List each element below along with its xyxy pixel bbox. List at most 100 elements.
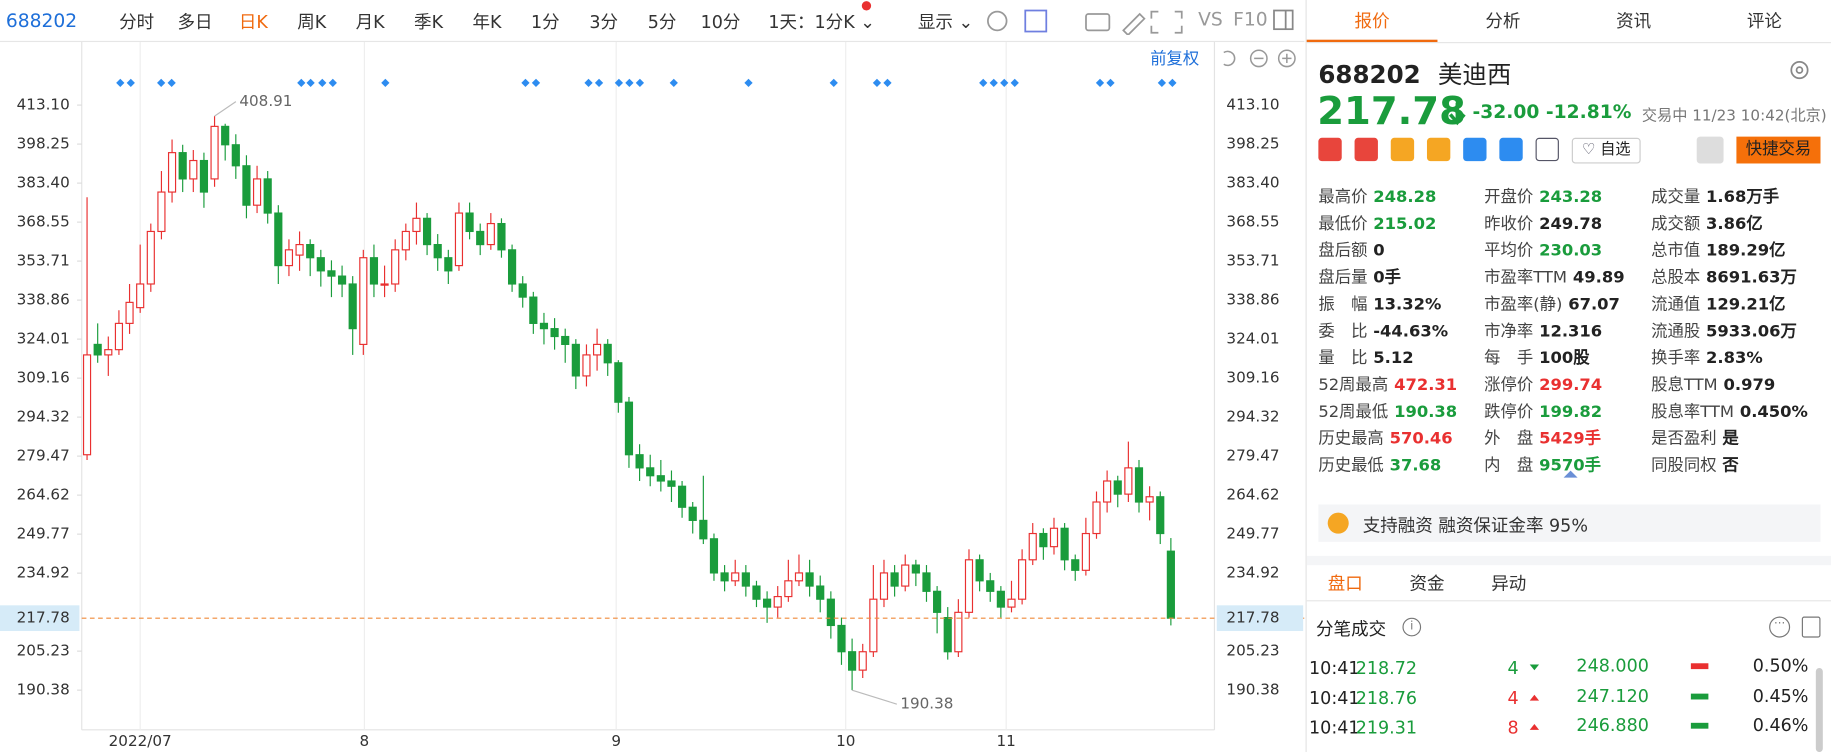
event-marker[interactable] [883, 78, 892, 88]
event-marker[interactable] [328, 78, 337, 88]
event-marker[interactable] [1106, 78, 1115, 88]
display-select[interactable]: 显示 ⌄ [917, 11, 974, 33]
settings-icon[interactable] [987, 10, 1008, 32]
code: 688202 [1318, 60, 1421, 89]
fullscreen-icon[interactable] [1150, 10, 1183, 34]
period-tab[interactable]: 1分 [530, 11, 560, 33]
x-tick-label: 8 [360, 732, 370, 750]
icon[interactable] [1426, 137, 1451, 162]
expand-icon[interactable] [1801, 616, 1821, 638]
vs-button[interactable]: VS [1198, 8, 1223, 31]
pen-icon[interactable] [1122, 12, 1146, 36]
candle-body [93, 343, 102, 356]
period-tab[interactable]: 月K [355, 11, 385, 33]
candle-body [720, 572, 729, 582]
event-marker[interactable] [1000, 78, 1009, 88]
scrollbar[interactable] [1815, 667, 1823, 752]
interval-select[interactable]: 1天：1分K ⌄ [768, 11, 875, 33]
zoom-in[interactable] [1277, 49, 1296, 68]
event-marker[interactable] [1095, 78, 1105, 88]
stat-label: 市净率 [1484, 322, 1534, 341]
camera-icon[interactable] [1085, 13, 1111, 32]
event-marker[interactable] [1168, 78, 1177, 88]
period-tab[interactable]: 日K [238, 11, 268, 33]
event-marker[interactable] [297, 78, 306, 88]
watch-button[interactable]: ♡ 自选 [1571, 137, 1641, 164]
period-tab[interactable]: 季K [414, 11, 444, 33]
candle-body [157, 191, 166, 233]
event-marker[interactable] [625, 78, 634, 88]
icon[interactable] [1463, 137, 1487, 162]
icon[interactable] [1354, 137, 1378, 162]
icon[interactable] [1390, 137, 1415, 162]
period-tab[interactable]: 年K [472, 11, 502, 33]
tab[interactable]: 报价 [1306, 0, 1438, 43]
event-marker[interactable] [829, 78, 838, 88]
event-marker[interactable] [614, 78, 624, 88]
settings-icon[interactable] [1788, 58, 1811, 81]
icon[interactable] [1318, 137, 1342, 162]
sub-tab[interactable]: 异动 [1491, 573, 1527, 595]
event-marker[interactable] [635, 78, 645, 88]
event-marker[interactable] [744, 78, 753, 88]
candle-body [816, 585, 825, 600]
event-marker[interactable] [584, 78, 593, 88]
event-marker[interactable] [669, 78, 678, 88]
event-marker[interactable] [989, 78, 998, 88]
panel-tabs: 报价 分析 资讯 评论 [1306, 0, 1831, 44]
sub-tab[interactable]: 资金 [1409, 573, 1445, 595]
collapse-arrow[interactable] [1563, 470, 1578, 478]
period-tab[interactable]: 分时 [119, 11, 155, 33]
stat: 跌停价 199.82 [1484, 399, 1602, 422]
tab[interactable]: 资讯 [1616, 10, 1652, 32]
sidebar-icon[interactable] [1273, 9, 1294, 31]
period-tab[interactable]: 周K [297, 11, 327, 33]
stat-label: 内 盘 [1484, 456, 1534, 476]
event-marker[interactable] [521, 78, 530, 88]
f10-button[interactable]: F10 [1233, 8, 1268, 31]
event-marker[interactable] [872, 78, 882, 88]
event-marker[interactable] [381, 78, 390, 88]
trade-button[interactable]: 快捷交易 [1736, 136, 1821, 164]
event-marker[interactable] [157, 78, 166, 88]
candle-body [1007, 598, 1016, 608]
icon[interactable] [1499, 137, 1523, 162]
event-marker[interactable] [1010, 78, 1019, 88]
more-icon[interactable]: ··· [1769, 616, 1791, 638]
reset-icon[interactable] [1223, 50, 1236, 67]
zoom-out[interactable] [1249, 49, 1268, 68]
box-icon[interactable] [1024, 9, 1048, 33]
tab[interactable]: 评论 [1746, 10, 1782, 32]
icon[interactable] [1535, 137, 1559, 162]
event-marker[interactable] [116, 78, 125, 88]
sub-tab[interactable]: 盘口 [1327, 573, 1363, 595]
period-tab[interactable]: 10分 [700, 11, 741, 33]
period-tab[interactable]: 3分 [589, 11, 619, 33]
event-marker[interactable] [979, 78, 988, 88]
event-marker[interactable] [531, 78, 541, 88]
info-icon[interactable]: i [1402, 617, 1422, 637]
period-tab[interactable]: 多日 [177, 11, 213, 33]
stat-value: 9570手 [1539, 456, 1601, 476]
event-marker[interactable] [318, 78, 327, 88]
candle-body [1145, 496, 1154, 503]
change-value: -32.00 [1472, 100, 1540, 123]
stat: 是否盈利是 [1651, 426, 1739, 449]
candle-body [465, 212, 474, 233]
tab[interactable]: 分析 [1485, 10, 1521, 32]
bell-button[interactable] [1696, 136, 1724, 164]
event-marker[interactable] [167, 78, 176, 88]
stat-label: 是否盈利 [1651, 429, 1717, 449]
event-marker[interactable] [306, 78, 315, 88]
candle-body [295, 244, 304, 256]
event-marker[interactable] [126, 78, 135, 88]
change: -32.00 -12.81% [1473, 100, 1632, 122]
price-tag: 217.78 [17, 609, 70, 627]
stat-value: 0.450% [1739, 402, 1808, 422]
event-marker[interactable] [1157, 78, 1167, 88]
stat-value: 215.02 [1373, 214, 1437, 234]
event-marker[interactable] [594, 78, 604, 88]
period-tab[interactable]: 5分 [647, 11, 677, 33]
adjust-mode[interactable]: 前复权 [1150, 49, 1199, 68]
stock-code[interactable]: 688202 [5, 9, 78, 32]
